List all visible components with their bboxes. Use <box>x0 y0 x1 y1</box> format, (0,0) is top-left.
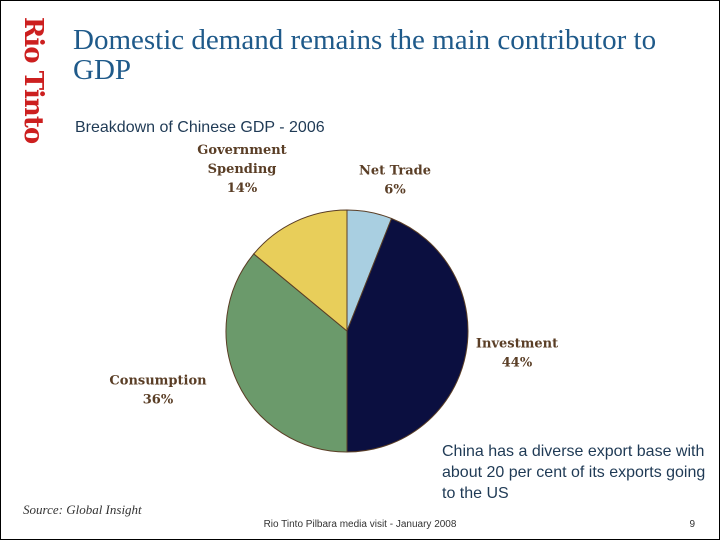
slice-name-line: Government <box>197 143 286 158</box>
export-note: China has a diverse export base with abo… <box>442 443 706 502</box>
page-number: 9 <box>689 519 695 530</box>
slice-value-label: 44% <box>502 356 533 371</box>
slide-title: Domestic demand remains the main contrib… <box>73 24 657 86</box>
pie-slice-investment <box>346 217 469 453</box>
slice-value-label: 36% <box>143 393 174 408</box>
footer-text: Rio Tinto Pilbara media visit - January … <box>263 519 457 530</box>
source-note: Source: Global Insight <box>23 502 142 517</box>
pie-slices <box>225 209 469 453</box>
pie-slice-consumption <box>225 253 348 453</box>
pie-labels: Net Trade 6% Investment 44% Consumption 36% Go… <box>109 143 558 408</box>
slice-name-line: Consumption <box>109 374 207 389</box>
pie-slice-government-spending <box>253 209 348 333</box>
slice-name-line: Investment <box>476 337 558 352</box>
chart-subtitle: Breakdown of Chinese GDP - 2006 <box>75 119 325 136</box>
slice-label-net trade: Net Trade 6% <box>359 164 431 198</box>
slice-name-line: Spending <box>208 162 277 177</box>
slice-label-government-spending: Government Spending 14% <box>197 143 286 196</box>
slice-name-line: Net Trade <box>359 164 431 179</box>
slice-value-label: 14% <box>227 181 258 196</box>
slice-value-label: 6% <box>384 183 406 198</box>
slice-label-consumption: Consumption 36% <box>109 374 207 408</box>
slice-label-investment: Investment 44% <box>476 337 558 371</box>
